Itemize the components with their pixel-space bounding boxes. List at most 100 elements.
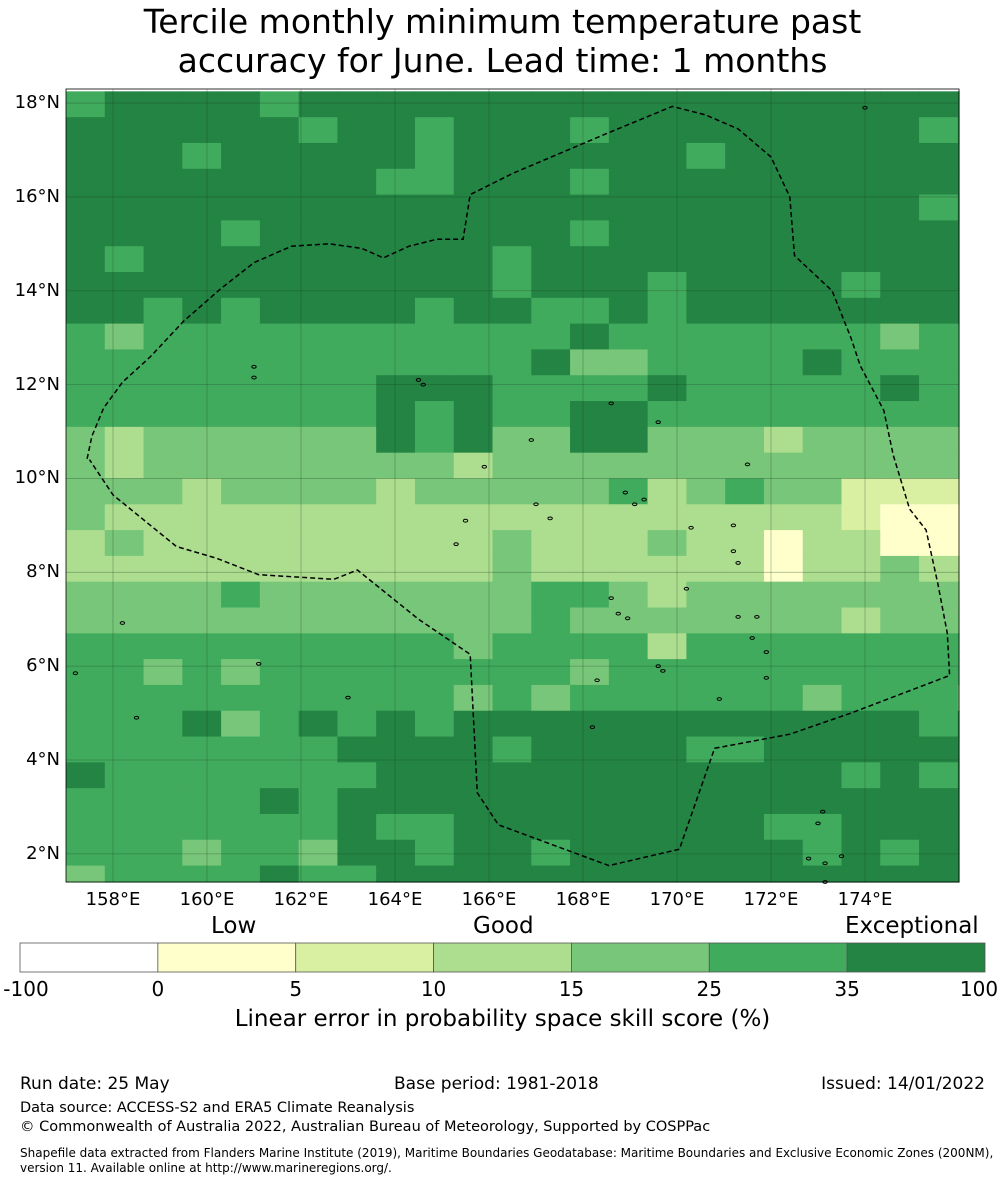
skill-cell bbox=[841, 297, 881, 325]
skill-cell bbox=[182, 581, 222, 609]
skill-cell bbox=[143, 581, 183, 609]
skill-cell bbox=[919, 220, 959, 247]
skill-cell bbox=[492, 375, 532, 402]
skill-cell bbox=[143, 452, 183, 480]
skill-cell bbox=[453, 323, 494, 351]
skill-cell bbox=[802, 246, 843, 273]
skill-cell bbox=[453, 581, 494, 609]
longitude-tick-label: 172°E bbox=[743, 889, 799, 910]
skill-cell bbox=[298, 839, 339, 867]
skill-cell bbox=[841, 762, 881, 789]
colorbar-tick-label: -100 bbox=[3, 977, 49, 1001]
skill-cell bbox=[880, 117, 920, 144]
skill-cell bbox=[725, 349, 765, 376]
skill-cell bbox=[841, 478, 881, 505]
skill-cell bbox=[143, 633, 183, 660]
skill-cell bbox=[647, 117, 687, 144]
skill-cell bbox=[841, 91, 881, 118]
skill-cell bbox=[919, 168, 959, 196]
skill-cell bbox=[841, 736, 881, 763]
skill-cell bbox=[880, 504, 920, 531]
skill-cell bbox=[337, 839, 377, 867]
skill-cell bbox=[376, 684, 416, 712]
skill-cell bbox=[492, 401, 532, 428]
island-outline bbox=[256, 661, 262, 666]
skill-cell bbox=[841, 401, 881, 428]
skill-cell bbox=[221, 813, 261, 841]
skill-cell bbox=[763, 813, 804, 841]
skill-cell bbox=[686, 865, 726, 883]
skill-cell bbox=[880, 633, 920, 660]
island-outline bbox=[688, 525, 694, 530]
skill-cell bbox=[143, 530, 183, 557]
skill-cell bbox=[182, 710, 222, 738]
skill-cell bbox=[376, 246, 416, 273]
skill-cell bbox=[104, 478, 145, 505]
skill-cell bbox=[841, 710, 881, 738]
skill-cell bbox=[919, 452, 959, 480]
skill-cell bbox=[763, 349, 804, 376]
skill-cell bbox=[725, 659, 765, 686]
skill-cell bbox=[570, 684, 610, 712]
skill-cell bbox=[182, 401, 222, 428]
skill-cell bbox=[802, 349, 843, 376]
skill-cell bbox=[414, 142, 455, 170]
skill-cell bbox=[182, 659, 222, 686]
skill-cell bbox=[66, 530, 106, 557]
skill-cell bbox=[298, 813, 339, 841]
skill-cell bbox=[570, 813, 610, 841]
skill-cell bbox=[686, 375, 726, 402]
skill-cell bbox=[414, 788, 455, 815]
skill-cell bbox=[104, 452, 145, 480]
skill-cell bbox=[802, 736, 843, 763]
island-outline bbox=[660, 668, 666, 673]
skill-cell bbox=[221, 839, 261, 867]
skill-cell bbox=[376, 478, 416, 505]
skill-cell bbox=[453, 272, 494, 299]
colorbar-tick-label: 25 bbox=[696, 977, 723, 1001]
skill-cell bbox=[259, 323, 300, 351]
skill-cell bbox=[919, 530, 959, 557]
skill-cell bbox=[66, 194, 106, 221]
skill-cell bbox=[376, 117, 416, 144]
skill-cell bbox=[376, 839, 416, 867]
skill-cell bbox=[608, 272, 649, 299]
skill-cell bbox=[221, 375, 261, 402]
skill-cell bbox=[337, 478, 377, 505]
skill-cell bbox=[686, 323, 726, 351]
skill-cell bbox=[802, 813, 843, 841]
skill-cell bbox=[182, 504, 222, 531]
longitude-tick-label: 170°E bbox=[649, 889, 705, 910]
skill-cell bbox=[376, 349, 416, 376]
skill-cell bbox=[725, 323, 765, 351]
skill-cell bbox=[143, 478, 183, 505]
skill-cell bbox=[647, 91, 687, 118]
skill-cell bbox=[376, 220, 416, 247]
island-outline bbox=[528, 438, 534, 442]
skill-cell bbox=[531, 401, 571, 428]
skill-cell bbox=[841, 246, 881, 273]
island-outline bbox=[862, 105, 868, 110]
skill-cell bbox=[919, 762, 959, 789]
skill-cell bbox=[919, 788, 959, 815]
skill-cell bbox=[221, 349, 261, 376]
skill-cell bbox=[298, 272, 339, 299]
skill-cell bbox=[608, 323, 649, 351]
skill-cell bbox=[221, 452, 261, 480]
skill-cell bbox=[104, 142, 145, 170]
skill-cell bbox=[919, 659, 959, 686]
skill-cell bbox=[570, 426, 610, 454]
skill-cell bbox=[686, 581, 726, 609]
skill-cell bbox=[414, 194, 455, 221]
skill-cell bbox=[182, 246, 222, 273]
skill-cell bbox=[298, 297, 339, 325]
skill-cell bbox=[647, 659, 687, 686]
skill-cell bbox=[104, 865, 145, 883]
skill-cell bbox=[376, 426, 416, 454]
skill-cell bbox=[66, 839, 106, 867]
skill-cell bbox=[259, 220, 300, 247]
skill-cell bbox=[570, 530, 610, 557]
skill-cell bbox=[763, 607, 804, 634]
skill-cell bbox=[298, 710, 339, 738]
skill-cell bbox=[880, 813, 920, 841]
